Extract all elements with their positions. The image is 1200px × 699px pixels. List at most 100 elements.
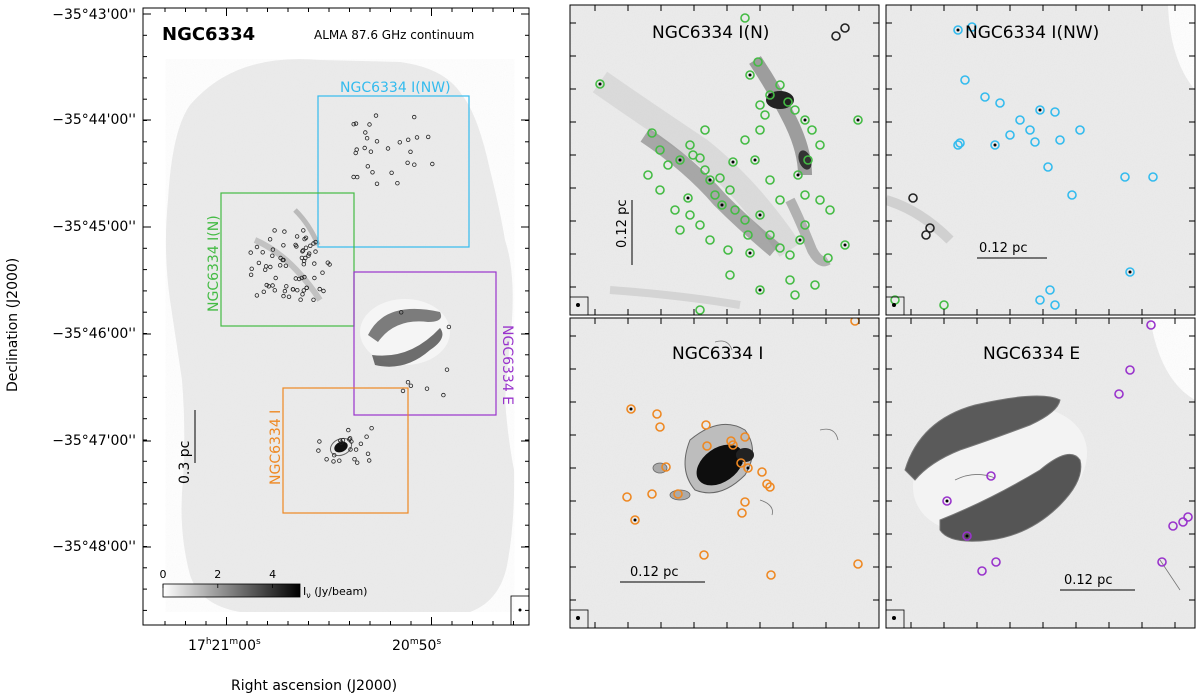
dec-tick-label: −35°43'00'' bbox=[52, 7, 136, 23]
core-marker bbox=[815, 195, 825, 205]
core-marker bbox=[1050, 107, 1060, 117]
core-marker bbox=[655, 145, 665, 155]
core-marker bbox=[661, 462, 671, 472]
core-marker bbox=[725, 270, 735, 280]
core-marker bbox=[1075, 125, 1085, 135]
core-marker bbox=[925, 223, 935, 233]
core-marker bbox=[775, 80, 785, 90]
core-marker bbox=[284, 284, 289, 289]
core-marker bbox=[1055, 135, 1065, 145]
core-marker bbox=[298, 297, 303, 302]
core-marker bbox=[765, 175, 775, 185]
core-marker bbox=[853, 115, 863, 125]
panel-scalebar: 0.12 pc bbox=[620, 565, 705, 583]
core-marker bbox=[823, 253, 833, 263]
region-label-i: NGC6334 I bbox=[268, 410, 284, 485]
region-box-i bbox=[282, 387, 409, 514]
core-marker bbox=[783, 97, 793, 107]
core-marker bbox=[775, 195, 785, 205]
core-marker bbox=[737, 508, 747, 518]
core-marker bbox=[962, 531, 972, 541]
core-marker bbox=[302, 274, 307, 280]
dec-tick-label: −35°47'00'' bbox=[52, 433, 136, 449]
core-marker bbox=[750, 155, 760, 165]
core-marker bbox=[353, 121, 359, 126]
core-marker bbox=[967, 22, 977, 32]
panel-ngc6334-e: NGC6334 E 0.12 pc bbox=[885, 317, 1196, 629]
core-marker bbox=[270, 247, 276, 252]
core-marker bbox=[760, 110, 770, 120]
core-marker bbox=[683, 193, 693, 203]
panel-scalebar: 0.12 pc bbox=[1060, 573, 1135, 591]
core-marker bbox=[1120, 172, 1130, 182]
core-marker bbox=[740, 135, 750, 145]
core-marker bbox=[324, 457, 329, 462]
core-marker bbox=[300, 292, 305, 297]
core-marker bbox=[362, 145, 367, 151]
core-marker bbox=[717, 200, 727, 210]
core-marker bbox=[282, 288, 288, 294]
core-marker bbox=[332, 453, 337, 458]
core-marker bbox=[358, 441, 364, 446]
beam-indicator bbox=[885, 609, 905, 629]
dec-tick-labels: −35°43'00'' −35°44'00'' −35°45'00'' −35°… bbox=[52, 7, 136, 555]
core-marker bbox=[630, 515, 640, 525]
core-marker bbox=[281, 243, 286, 248]
x-axis-label: Right ascension (J2000) bbox=[231, 678, 397, 694]
core-marker bbox=[700, 165, 710, 175]
core-marker bbox=[268, 264, 273, 270]
core-marker bbox=[389, 170, 394, 175]
core-marker bbox=[1030, 137, 1040, 147]
core-marker bbox=[367, 458, 372, 463]
core-marker bbox=[281, 293, 286, 299]
dec-tick-label: −35°46'00'' bbox=[52, 326, 136, 342]
core-marker bbox=[765, 482, 775, 492]
core-marker bbox=[1045, 285, 1055, 295]
core-marker bbox=[400, 388, 406, 394]
core-marker bbox=[327, 262, 332, 267]
beam-indicator bbox=[569, 296, 589, 316]
core-marker bbox=[695, 220, 705, 230]
core-marker bbox=[299, 255, 305, 261]
core-marker bbox=[286, 294, 292, 299]
core-marker bbox=[921, 230, 931, 240]
core-marker bbox=[311, 297, 316, 302]
core-marker bbox=[960, 75, 970, 85]
core-marker bbox=[1015, 115, 1025, 125]
core-marker bbox=[1114, 389, 1124, 399]
core-marker bbox=[363, 130, 368, 135]
core-marker bbox=[349, 439, 354, 444]
core-marker bbox=[655, 185, 665, 195]
core-marker bbox=[301, 288, 306, 293]
core-marker bbox=[831, 31, 841, 41]
svg-text:0.12 pc: 0.12 pc bbox=[1064, 573, 1112, 588]
core-marker bbox=[800, 220, 810, 230]
region-boxes bbox=[220, 95, 497, 514]
core-marker bbox=[374, 139, 380, 144]
core-marker bbox=[261, 289, 266, 294]
core-marker bbox=[702, 441, 712, 451]
core-marker bbox=[853, 559, 863, 569]
core-marker bbox=[710, 190, 720, 200]
core-marker bbox=[278, 263, 283, 268]
core-marker bbox=[705, 175, 715, 185]
core-marker bbox=[395, 180, 400, 186]
panel-title: NGC6334 E bbox=[983, 344, 1080, 364]
shell-arc-lower bbox=[939, 453, 1082, 542]
core-marker bbox=[254, 244, 260, 250]
core-marker bbox=[444, 367, 450, 372]
core-marker bbox=[745, 248, 755, 258]
core-marker bbox=[685, 210, 695, 220]
core-marker bbox=[441, 392, 446, 398]
core-marker bbox=[670, 205, 680, 215]
region-label-i-n: NGC6334 I(N) bbox=[206, 215, 222, 312]
core-marker bbox=[293, 242, 298, 248]
core-marker bbox=[740, 215, 750, 225]
core-marker bbox=[266, 284, 271, 289]
shell-arc-upper bbox=[904, 395, 1061, 481]
core-marker bbox=[715, 173, 725, 183]
core-marker bbox=[655, 422, 665, 432]
colorbar-label: Iν (Jy/beam) bbox=[303, 585, 367, 600]
core-marker bbox=[700, 125, 710, 135]
